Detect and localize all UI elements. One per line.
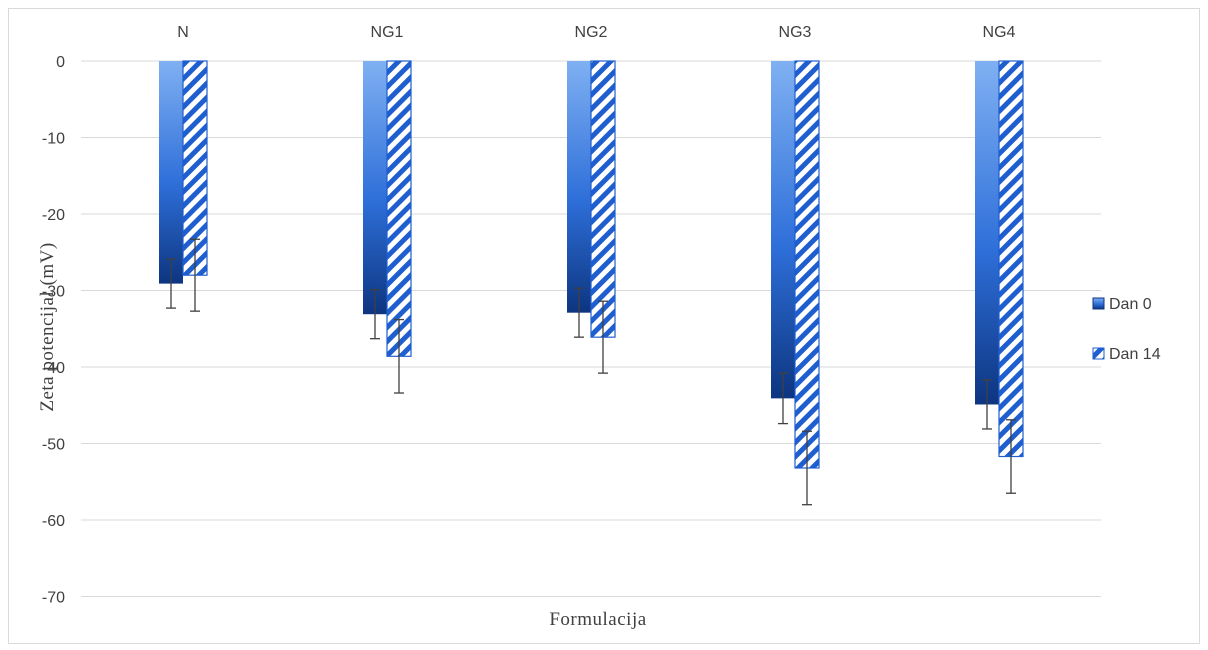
y-axis-label: Zeta potencijal (mV) [37, 242, 58, 411]
y-tick-label: -30 [42, 284, 65, 301]
bar-dan-0 [159, 61, 183, 284]
legend-label: Dan 0 [1109, 296, 1152, 313]
error-bar [574, 287, 584, 338]
error-bar [370, 289, 380, 340]
bar-dan-0 [975, 61, 999, 405]
x-category-label: N [177, 24, 189, 41]
y-tick-label: -60 [42, 513, 65, 530]
legend-swatch [1092, 297, 1105, 310]
error-bar [394, 318, 404, 394]
y-tick-label: 0 [56, 54, 65, 71]
x-category-label: NG3 [779, 24, 812, 41]
bar-dan-0 [771, 61, 795, 399]
y-tick-label: -70 [42, 590, 65, 607]
y-tick-label: -40 [42, 360, 65, 377]
x-category-label: NG4 [983, 24, 1016, 41]
bar-dan-0 [567, 61, 591, 313]
error-bar [166, 258, 176, 309]
y-tick-label: -50 [42, 437, 65, 454]
legend: Dan 0 Dan 14 [1092, 296, 1161, 363]
bar-dan-14 [998, 60, 1024, 458]
legend-label: Dan 14 [1109, 346, 1161, 363]
error-bar [598, 300, 608, 374]
bar-chart: 0 -10 -20 -30 -40 -50 -60 -70 N NG1 NG2 NG3 NG4 Zet… [37, 24, 1161, 630]
y-tick-label: -20 [42, 207, 65, 224]
bar-dan-14 [386, 60, 412, 357]
error-bar [982, 379, 992, 430]
bar-dan-14 [794, 60, 820, 469]
legend-swatch [1092, 347, 1105, 360]
bar-dan-0 [363, 61, 387, 315]
error-bar [802, 430, 812, 506]
chart-frame: 0 -10 -20 -30 -40 -50 -60 -70 N NG1 NG2 NG3 NG4 Zet… [8, 8, 1200, 644]
x-axis-label: Formulacija [549, 609, 646, 630]
bar-dan-14 [590, 60, 616, 338]
x-category-label: NG2 [575, 24, 608, 41]
error-bar [1006, 419, 1016, 494]
x-category-label: NG1 [371, 24, 404, 41]
error-bar [190, 238, 200, 312]
y-tick-label: -10 [42, 131, 65, 148]
error-bar [778, 372, 788, 425]
